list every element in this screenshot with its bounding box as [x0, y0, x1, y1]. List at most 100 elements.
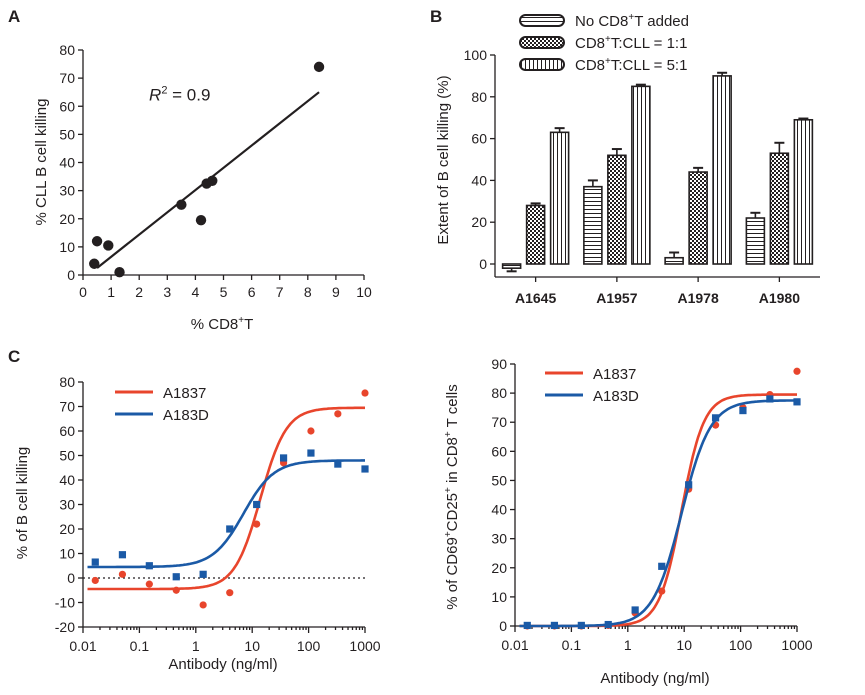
panel-a-x-tick-label: 4 [192, 284, 200, 300]
panel-c-point-a1837 [226, 589, 234, 597]
panel-c-point-a1837 [307, 427, 315, 435]
panel-d-x-tick-label: 1000 [781, 637, 812, 653]
panel-a-y-tick-label: 70 [59, 70, 75, 86]
panel-d-point-a183d [658, 562, 666, 570]
legend-swatch-ratio-5-1 [519, 58, 565, 71]
panel-c-point-a1837 [91, 576, 99, 585]
panel-a-y-tick-label: 10 [59, 239, 75, 255]
panel-c-x-tick-label: 10 [244, 638, 260, 654]
panel-a-data-point [176, 199, 187, 210]
panel-b-bar [688, 171, 708, 265]
panel-b-category-label: A1978 [677, 290, 718, 306]
panel-c-point-a1837 [199, 601, 207, 609]
panel-b-legend: No CD8+T added CD8+T:CLL = 1:1 CD8+T:CLL… [519, 12, 689, 74]
panel-d-point-a183d [766, 395, 774, 403]
panel-c-x-axis-title: Antibody (ng/ml) [168, 656, 277, 673]
panel-c-y-axis-title: % of B cell killing [14, 447, 31, 560]
panel-d-y-tick-label: 40 [491, 502, 507, 518]
panel-c-x-tick-label: 1 [192, 638, 200, 654]
panel-letter-b: B [430, 7, 442, 26]
panel-a-x-tick-label: 6 [248, 284, 256, 300]
panel-c-point-a1837 [145, 580, 153, 588]
panel-c-point-a183d [91, 558, 99, 566]
panel-c-fit-curve-a1837 [87, 406, 365, 591]
panel-b-bar [793, 118, 814, 265]
panel-a-data-point [89, 258, 100, 269]
panel-a-x-tick-label: 9 [332, 284, 340, 300]
panel-c-point-a183d [307, 449, 315, 457]
panel-letter-a: A [8, 7, 20, 26]
panel-c-point-a183d [361, 465, 369, 473]
panel-a-y-tick-label: 30 [59, 183, 75, 199]
panel-d-point-a183d [577, 621, 585, 630]
panel-d-y-tick-label: 30 [491, 531, 507, 547]
legend-label-ratio-5-1: CD8+T:CLL = 5:1 [575, 56, 687, 74]
panel-c-point-a1837 [361, 389, 369, 397]
panel-b-y-tick-label: 0 [479, 256, 487, 272]
panel-a-scatter: 0 10 20 30 40 50 60 70 80 0 1 2 3 4 5 6 7 8 9 10 R2 = 0.9 [59, 42, 372, 300]
panel-d-y-tick-label: 90 [491, 356, 507, 372]
panel-c-x-tick-label: 0.01 [69, 638, 96, 654]
panel-c-legend-label-a1837: A1837 [163, 385, 206, 402]
panel-d-point-a183d [604, 620, 612, 629]
panel-b-y-tick-label: 60 [471, 131, 487, 147]
panel-a-data-point [114, 266, 125, 278]
panel-c-y-tick-label: 80 [59, 374, 75, 390]
panel-c-x-tick-label: 0.1 [130, 638, 150, 654]
panel-d-x-tick-label: 100 [729, 637, 753, 653]
panel-a-data-point [103, 240, 114, 251]
panel-a-data-point [207, 175, 218, 186]
panel-b-y-axis-title: Extent of B cell killing (%) [435, 75, 452, 244]
panel-b-bar [583, 185, 603, 265]
panel-c-point-a183d [145, 562, 153, 570]
panel-d-y-tick-label: 60 [491, 443, 507, 459]
panel-d-y-tick-label: 80 [491, 385, 507, 401]
panel-d-point-a183d [523, 621, 531, 630]
panel-c-point-a183d [226, 525, 234, 533]
panel-a-y-axis-title: % CLL B cell killing [33, 99, 50, 226]
panel-c-point-a1837 [118, 570, 127, 578]
panel-c-y-tick-label: 30 [59, 497, 75, 513]
panel-a-x-tick-label: 10 [356, 284, 372, 300]
panel-d-x-tick-label: 10 [676, 637, 692, 653]
panel-d-x-tick-label: 1 [624, 637, 632, 653]
panel-d-point-a183d [550, 621, 559, 630]
legend-swatch-ratio-1-1 [519, 36, 565, 49]
panel-d-y-axis-title: % of CD69+CD25+ in CD8+ T cells [443, 384, 461, 609]
panel-c-x-tick-label: 100 [297, 638, 321, 654]
panel-a-x-tick-label: 1 [107, 284, 115, 300]
panel-c-point-a183d [253, 500, 261, 509]
panel-c-y-tick-label: 70 [59, 399, 75, 415]
panel-d-fit-curve-a183d [519, 399, 797, 628]
panel-b-y-tick-label: 80 [471, 89, 487, 105]
panel-c-point-a183d [334, 460, 342, 468]
panel-a-y-tick-label: 40 [59, 155, 75, 171]
panel-c-dose-response: -20 -10 0 10 20 30 40 50 60 70 80 0.01 0.1 1 10 100 1000… [55, 374, 381, 654]
panel-c-point-a183d [279, 454, 288, 462]
panel-d-point-a183d [739, 406, 747, 415]
panel-d-legend-label-a183d: A183D [593, 388, 639, 405]
panel-c-point-a183d [172, 573, 180, 581]
panel-b-category-label: A1980 [759, 290, 800, 306]
panel-b-y-tick-label: 40 [471, 172, 487, 188]
panel-c-point-a1837 [172, 586, 180, 594]
panel-c-y-tick-label: 40 [59, 472, 75, 488]
panel-a-y-tick-label: 20 [59, 211, 75, 227]
panel-c-fit-curve-a183d [87, 459, 365, 569]
panel-b-bar [712, 75, 732, 265]
panel-a-x-tick-label: 0 [79, 284, 87, 300]
panel-b-bar [501, 263, 522, 269]
panel-d-point-a183d [793, 398, 801, 406]
panel-c-y-tick-label: 0 [67, 570, 75, 586]
panel-c-y-tick-label: 10 [59, 546, 75, 562]
panel-c-x-tick-label: 1000 [349, 638, 380, 654]
panel-d-point-a183d [711, 414, 720, 422]
panel-c-point-a183d [199, 570, 207, 578]
panel-b-y-tick-label: 100 [464, 47, 488, 63]
panel-c-point-a1837 [334, 410, 342, 418]
panel-letter-c: C [8, 347, 20, 366]
legend-swatch-no-cd8 [519, 14, 565, 27]
panel-b-bar [549, 131, 570, 265]
panel-d-x-axis-title: Antibody (ng/ml) [600, 670, 709, 687]
